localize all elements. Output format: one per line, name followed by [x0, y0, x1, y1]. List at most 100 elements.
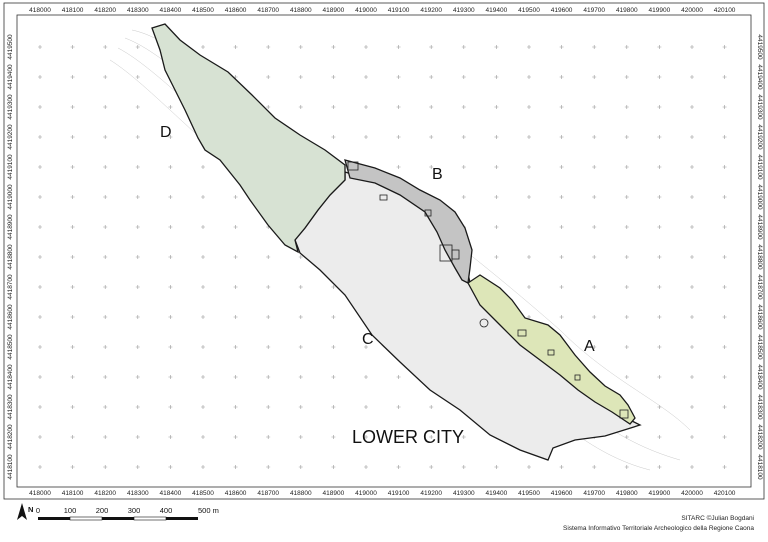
- grid-cross: [592, 195, 597, 199]
- grid-cross: [461, 75, 466, 79]
- tick-label-left: 4419200: [7, 124, 14, 150]
- grid-cross: [592, 285, 597, 289]
- tick-label-bottom: 420000: [681, 490, 703, 497]
- grid-cross: [38, 285, 42, 289]
- grid-cross: [103, 195, 108, 199]
- grid-cross: [396, 435, 401, 439]
- grid-cross: [624, 105, 629, 109]
- tick-label-bottom: 419800: [616, 490, 638, 497]
- tick-label-left: 4418200: [7, 424, 14, 450]
- grid-cross: [624, 75, 629, 79]
- grid-cross: [168, 315, 173, 319]
- grid-cross: [298, 75, 303, 79]
- grid-cross: [624, 465, 629, 469]
- grid-cross: [103, 435, 108, 439]
- grid-cross: [690, 45, 694, 49]
- scale-label: 500 m: [198, 506, 219, 515]
- zone-label-b: B: [432, 166, 443, 183]
- grid-cross: [201, 405, 205, 409]
- grid-cross: [461, 165, 466, 169]
- grid-cross: [103, 375, 108, 379]
- grid-cross: [70, 105, 75, 109]
- tick-label-top: 419800: [616, 7, 638, 14]
- grid-cross: [168, 225, 173, 229]
- grid-cross: [364, 345, 368, 349]
- grid-cross: [364, 435, 368, 439]
- grid-cross: [657, 255, 662, 259]
- grid-cross: [201, 285, 205, 289]
- grid-cross: [722, 255, 727, 259]
- grid-cross: [135, 405, 140, 409]
- grid-cross: [103, 45, 108, 49]
- grid-cross: [266, 285, 271, 289]
- grid-cross: [624, 165, 629, 169]
- grid-cross: [722, 45, 727, 49]
- grid-cross: [70, 405, 75, 409]
- grid-cross: [429, 165, 434, 169]
- grid-cross: [298, 105, 303, 109]
- grid-cross: [364, 375, 368, 379]
- tick-label-right: 4418900: [756, 214, 763, 240]
- grid-cross: [103, 225, 108, 229]
- grid-cross: [298, 285, 303, 289]
- grid-cross: [135, 285, 140, 289]
- tick-label-bottom: 418300: [127, 490, 149, 497]
- grid-cross: [657, 225, 662, 229]
- grid-cross: [559, 225, 564, 229]
- grid-cross: [233, 255, 238, 259]
- grid-cross: [38, 135, 42, 139]
- grid-cross: [690, 405, 694, 409]
- tick-label-top: 420100: [714, 7, 736, 14]
- grid-cross: [592, 225, 597, 229]
- tick-label-top: 418200: [94, 7, 116, 14]
- grid-cross: [364, 405, 368, 409]
- grid-cross: [135, 345, 140, 349]
- grid-cross: [461, 195, 466, 199]
- lower-city-label: LOWER CITY: [352, 427, 464, 447]
- grid-cross: [266, 405, 271, 409]
- grid-cross: [657, 375, 662, 379]
- grid-cross: [592, 105, 597, 109]
- grid-cross: [657, 345, 662, 349]
- grid-cross: [70, 345, 75, 349]
- grid-cross: [201, 345, 205, 349]
- grid-cross: [38, 165, 42, 169]
- grid-cross: [690, 255, 694, 259]
- grid-cross: [168, 255, 173, 259]
- grid-cross: [331, 75, 336, 79]
- grid-cross: [331, 465, 336, 469]
- grid-cross: [624, 225, 629, 229]
- grid-cross: [298, 45, 303, 49]
- grid-cross: [331, 285, 336, 289]
- grid-cross: [461, 45, 466, 49]
- grid-cross: [135, 255, 140, 259]
- grid-cross: [429, 75, 434, 79]
- grid-cross: [201, 315, 205, 319]
- grid-cross: [38, 195, 42, 199]
- grid-cross: [657, 165, 662, 169]
- grid-cross: [690, 285, 694, 289]
- tick-label-top: 419300: [453, 7, 475, 14]
- grid-cross: [527, 165, 531, 169]
- tick-label-right: 4419300: [756, 94, 763, 120]
- grid-cross: [135, 45, 140, 49]
- grid-cross: [103, 135, 108, 139]
- grid-cross: [624, 195, 629, 199]
- grid-cross: [135, 435, 140, 439]
- grid-cross: [266, 345, 271, 349]
- grid-cross: [690, 105, 694, 109]
- grid-cross: [38, 345, 42, 349]
- grid-cross: [429, 435, 434, 439]
- grid-cross: [103, 315, 108, 319]
- grid-cross: [657, 105, 662, 109]
- grid-cross: [722, 405, 727, 409]
- tick-label-bottom: 418400: [160, 490, 182, 497]
- grid-cross: [103, 165, 108, 169]
- grid-cross: [592, 165, 597, 169]
- grid-cross: [559, 165, 564, 169]
- grid-cross: [396, 465, 401, 469]
- tick-label-top: 419600: [551, 7, 573, 14]
- grid-cross: [722, 165, 727, 169]
- scale-label: 400: [160, 506, 173, 515]
- grid-cross: [592, 135, 597, 139]
